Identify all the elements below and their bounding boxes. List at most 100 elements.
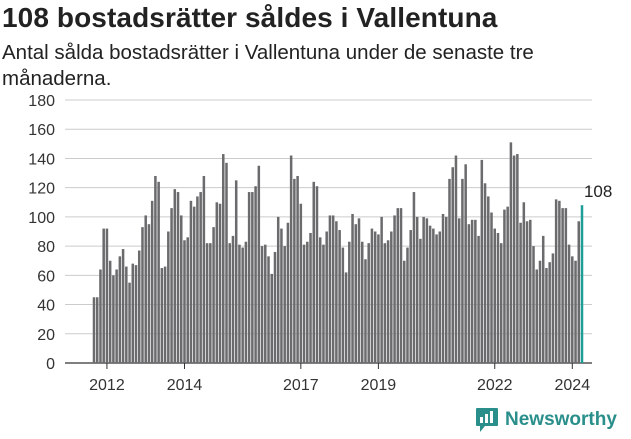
bar <box>567 244 571 363</box>
bar <box>435 234 438 363</box>
bar <box>276 216 280 363</box>
chart-title: 108 bostadsrätter såldes i Vallentuna <box>2 2 498 33</box>
x-tick-label: 2019 <box>361 377 397 394</box>
bar <box>348 241 351 363</box>
bar <box>192 206 196 363</box>
bar <box>574 260 577 363</box>
bar <box>318 237 322 363</box>
bar <box>312 181 316 363</box>
bar <box>525 221 529 363</box>
bar <box>157 181 160 363</box>
bar <box>234 180 238 363</box>
bar <box>225 162 228 363</box>
bar <box>199 192 202 363</box>
bar <box>222 154 225 363</box>
bar <box>293 178 296 363</box>
bar-latest <box>580 205 584 363</box>
bar <box>105 228 109 363</box>
bar <box>125 266 128 363</box>
bar <box>367 243 370 363</box>
bar <box>202 175 206 363</box>
bar <box>147 224 151 363</box>
bar <box>309 232 312 363</box>
x-tick-label: 2017 <box>283 377 319 394</box>
bar <box>215 202 219 363</box>
bar <box>464 164 467 363</box>
bar <box>186 237 189 363</box>
bar <box>354 224 358 363</box>
bar <box>506 206 509 363</box>
bar <box>529 219 532 363</box>
bar <box>92 297 96 363</box>
bar <box>267 256 270 363</box>
bar <box>247 192 251 363</box>
bar <box>571 256 574 363</box>
bar <box>448 178 451 363</box>
bar <box>499 243 503 363</box>
bar <box>150 200 154 363</box>
bar <box>480 159 484 363</box>
bar <box>490 212 493 363</box>
bar <box>383 243 387 363</box>
bar <box>390 231 393 363</box>
bar <box>196 196 199 363</box>
bar <box>251 192 254 363</box>
bar <box>102 228 105 363</box>
bar <box>137 250 141 363</box>
latest-value-label: 108 <box>584 182 612 201</box>
bar <box>254 186 257 363</box>
bar <box>402 260 406 363</box>
bar-layer <box>92 142 584 363</box>
bar <box>512 155 516 363</box>
bar <box>454 155 458 363</box>
bar <box>322 244 325 363</box>
bar <box>112 275 115 363</box>
bar <box>231 235 235 363</box>
bar <box>134 265 138 363</box>
bar <box>163 266 167 363</box>
bar <box>283 246 286 363</box>
chart-subtitle: Antal sålda bostadsrätter i Vallentuna u… <box>2 41 534 90</box>
bar <box>325 231 328 363</box>
y-tick-label: 180 <box>28 93 55 110</box>
bar <box>128 282 131 363</box>
y-tick-label: 60 <box>37 268 55 285</box>
bar <box>341 247 345 363</box>
bar <box>564 208 568 363</box>
bar <box>451 167 454 363</box>
bar <box>554 199 558 363</box>
bar <box>470 219 474 363</box>
bar <box>218 203 222 363</box>
bar <box>396 208 400 363</box>
y-tick-label: 120 <box>28 181 55 198</box>
y-tick-label: 160 <box>28 122 55 139</box>
bar <box>176 192 180 363</box>
bar <box>393 215 396 363</box>
bar <box>360 241 364 363</box>
bar <box>432 228 435 363</box>
y-tick-label: 40 <box>37 298 55 315</box>
bar <box>357 218 361 363</box>
bar <box>95 297 99 363</box>
bar <box>257 165 261 363</box>
bar <box>338 230 341 363</box>
bar <box>99 269 102 363</box>
y-tick-label: 100 <box>28 210 55 227</box>
bar <box>428 225 432 363</box>
bar <box>205 243 209 363</box>
bar <box>493 228 496 363</box>
bar <box>461 178 464 363</box>
bar <box>344 272 348 363</box>
bar <box>289 155 293 363</box>
bar <box>541 235 545 363</box>
bar <box>538 260 542 363</box>
bar <box>467 224 471 363</box>
bar <box>438 231 442 363</box>
bar <box>296 175 299 363</box>
bar <box>241 247 244 363</box>
bar <box>509 142 513 363</box>
bar <box>373 231 377 363</box>
y-tick-label: 0 <box>46 356 55 373</box>
bar <box>273 251 277 363</box>
bar <box>118 256 122 363</box>
